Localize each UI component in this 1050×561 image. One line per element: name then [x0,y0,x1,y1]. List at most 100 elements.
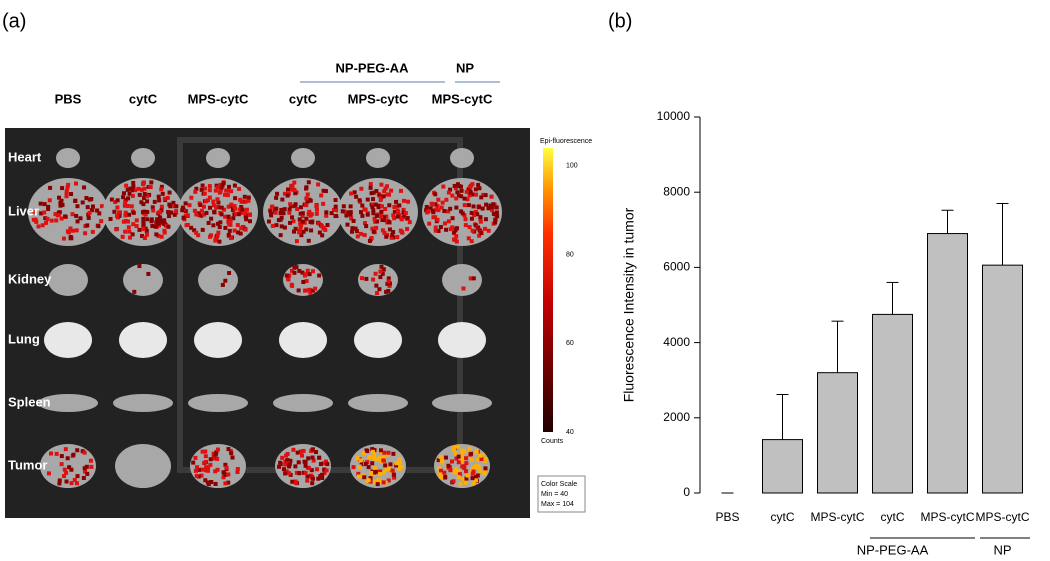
signal-pixel [486,228,491,233]
signal-pixel [375,457,380,462]
signal-pixel [36,224,41,229]
signal-pixel [63,447,68,452]
signal-pixel [216,230,221,235]
signal-pixel [31,217,36,222]
signal-pixel [220,183,225,188]
signal-pixel [348,204,353,209]
signal-pixel [238,197,243,202]
signal-pixel [318,462,323,467]
y-tick-label: 0 [683,485,690,499]
signal-pixel [75,448,80,453]
signal-pixel [192,208,197,213]
signal-pixel [304,279,309,284]
x-tick-label: MPS-cytC [921,510,975,524]
signal-pixel [357,198,362,203]
signal-pixel [123,197,128,202]
signal-pixel [284,469,289,474]
signal-pixel [73,181,78,186]
signal-pixel [382,450,387,455]
signal-pixel [189,225,194,230]
signal-pixel [375,291,380,296]
signal-pixel [141,222,146,227]
signal-pixel [386,276,391,281]
signal-pixel [469,216,474,221]
signal-pixel [453,228,458,233]
organ [279,322,327,358]
signal-pixel [143,226,148,231]
signal-pixel [145,209,150,214]
signal-pixel [320,233,325,238]
signal-pixel [130,232,135,237]
signal-pixel [482,226,487,231]
signal-pixel [348,212,353,217]
signal-pixel [373,271,378,276]
signal-pixel [60,186,65,191]
signal-pixel [304,227,309,232]
signal-pixel [309,468,314,473]
signal-pixel [219,212,224,217]
signal-pixel [382,189,387,194]
signal-pixel [287,464,292,469]
signal-pixel [117,213,122,218]
signal-pixel [453,466,458,471]
bar [927,233,968,494]
signal-pixel [155,221,160,226]
signal-pixel [317,273,322,278]
signal-pixel [310,269,315,274]
organ [291,148,315,168]
signal-pixel [463,223,468,228]
signal-pixel [324,468,329,473]
signal-pixel [289,183,294,188]
signal-pixel [317,455,322,460]
signal-pixel [371,277,376,282]
signal-pixel [34,219,39,224]
signal-pixel [78,216,83,221]
signal-pixel [300,211,305,216]
signal-pixel [355,455,360,460]
signal-pixel [82,466,87,471]
signal-pixel [233,196,238,201]
signal-pixel [382,230,387,235]
signal-pixel [215,233,220,238]
signal-pixel [211,223,216,228]
signal-pixel [292,265,297,270]
row-label: Spleen [8,394,51,409]
signal-pixel [42,202,47,207]
signal-pixel [209,480,214,485]
signal-pixel [57,195,62,200]
signal-pixel [237,207,242,212]
signal-pixel [358,231,363,236]
color-bar-tick: 100 [566,163,578,170]
signal-pixel [371,229,376,234]
signal-pixel [127,191,132,196]
signal-pixel [59,454,64,459]
organ [358,264,398,296]
signal-pixel [494,210,499,215]
signal-pixel [394,461,399,466]
signal-pixel [124,183,129,188]
signal-pixel [65,456,70,461]
signal-pixel [323,459,328,464]
signal-pixel [473,192,478,197]
signal-pixel [196,467,201,472]
y-axis-label: Fluorescence Intensity in tumor [621,207,637,402]
signal-pixel [280,455,285,460]
column-label: MPS-cytC [188,91,249,106]
signal-pixel [333,204,338,209]
signal-pixel [300,214,305,219]
signal-pixel [174,209,179,214]
scale-box [537,475,586,513]
signal-pixel [232,183,237,188]
x-tick-label: PBS [715,510,739,524]
signal-pixel [184,223,189,228]
signal-pixel [378,472,383,477]
signal-pixel [223,472,228,477]
signal-pixel [49,218,54,223]
signal-pixel [213,452,218,457]
signal-pixel [387,466,392,471]
signal-pixel [403,211,408,216]
signal-pixel [214,205,219,210]
signal-pixel [121,219,126,224]
signal-pixel [389,235,394,240]
signal-pixel [470,228,475,233]
